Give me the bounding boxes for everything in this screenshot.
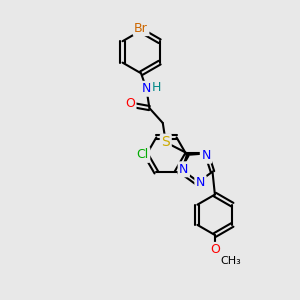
- Text: O: O: [125, 97, 135, 110]
- Text: S: S: [161, 135, 170, 149]
- Text: N: N: [201, 149, 211, 162]
- Text: N: N: [196, 176, 205, 190]
- Text: CH₃: CH₃: [220, 256, 241, 266]
- Text: Cl: Cl: [136, 148, 149, 161]
- Text: H: H: [152, 81, 161, 94]
- Text: O: O: [210, 243, 220, 256]
- Text: Br: Br: [134, 22, 148, 34]
- Text: N: N: [142, 82, 151, 95]
- Text: N: N: [179, 163, 188, 176]
